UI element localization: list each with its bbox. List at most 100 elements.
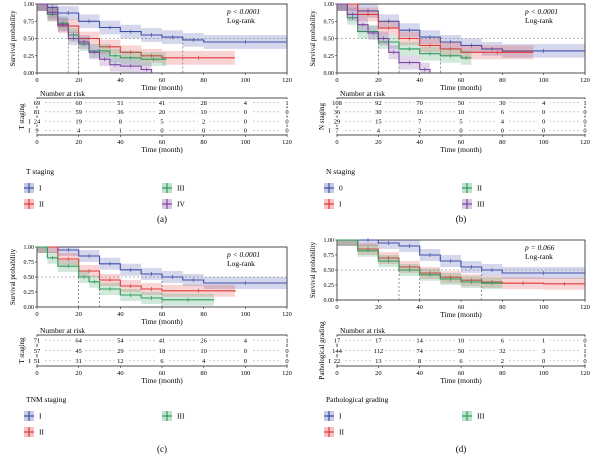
risk-value: 41 (159, 337, 166, 344)
risk-x-tick-label: 20 (375, 139, 382, 146)
risk-cell-bg (281, 117, 293, 125)
risk-cell-bg (579, 117, 591, 125)
legend-label: III (477, 412, 485, 421)
x-tick-label: 100 (240, 77, 250, 84)
risk-y-axis-title: T staging (18, 103, 26, 130)
y-axis-title: Survival probability (309, 10, 317, 67)
risk-cell-bg (455, 347, 467, 354)
risk-value: 5 (160, 118, 163, 125)
risk-cell-bg (156, 117, 168, 125)
x-tick-label: 80 (499, 77, 506, 84)
risk-cell-bg (197, 99, 210, 107)
ci-band-0 (337, 4, 585, 58)
risk-value: 1 (285, 337, 288, 344)
ci-band-II (337, 240, 585, 290)
risk-value: 0 (285, 128, 288, 135)
risk-value: 0 (583, 128, 586, 135)
legend-label: 0 (339, 184, 343, 193)
risk-value: 29 (334, 118, 341, 125)
x-tick-label: 60 (458, 77, 465, 84)
x-tick-label: 0 (335, 77, 338, 84)
legend-label: II (339, 428, 344, 437)
panel-letter: (b) (456, 214, 467, 224)
ci-band-III (337, 240, 503, 290)
risk-cell-bg (72, 336, 85, 344)
series-III (37, 3, 167, 73)
risk-cell-bg (281, 99, 293, 107)
y-tick-label: 0.50 (324, 268, 335, 274)
y-tick-label: 0.00 (24, 305, 35, 311)
x-tick-label: 20 (75, 311, 82, 318)
risk-value: 6 (501, 337, 505, 344)
risk-cell-bg (31, 117, 43, 125)
risk-x-tick-label: 120 (282, 139, 292, 146)
panel-b: 0.000.250.500.751.000 20 40 60 80 100 120Time … (309, 2, 591, 224)
y-tick-label: 0.75 (24, 260, 35, 266)
risk-cell-bg (537, 108, 550, 116)
risk-x-tick-label: 40 (416, 139, 423, 146)
risk-value: 112 (374, 348, 384, 355)
risk-value: 8 (418, 358, 421, 365)
risk-value: 9 (35, 128, 38, 135)
risk-cell-bg (413, 357, 426, 365)
risk-cell-bg (372, 108, 385, 116)
risk-cell-bg (72, 108, 85, 116)
legend-title: T staging (26, 167, 54, 176)
y-axis-title: Survival probability (309, 241, 317, 298)
risk-value: 51 (34, 358, 41, 365)
risk-cell-bg (281, 357, 293, 365)
risk-cell-bg (455, 336, 467, 344)
x-tick-label: 80 (200, 311, 207, 318)
risk-cell-bg (455, 117, 467, 125)
risk-value: 22 (334, 358, 341, 365)
risk-value: 0 (583, 109, 586, 116)
legend-label: II (477, 184, 482, 193)
y-tick-label: 1.00 (24, 245, 35, 251)
risk-x-tick-label: 100 (539, 139, 549, 146)
x-tick-label: 100 (539, 304, 549, 311)
y-tick-label: 0.00 (324, 298, 335, 304)
x-tick-label: 120 (580, 77, 590, 84)
legend-label: III (177, 184, 185, 193)
legend-label: I (39, 184, 42, 193)
y-tick-label: 1.00 (24, 2, 35, 8)
risk-value: 29 (117, 348, 124, 355)
x-tick-label: 60 (159, 311, 166, 318)
risk-value: 64 (75, 337, 82, 344)
x-tick-label: 20 (375, 304, 382, 311)
x-axis-title: Time (month) (440, 310, 482, 319)
risk-cell-bg (496, 108, 509, 116)
x-tick-label: 0 (35, 77, 38, 84)
risk-table: Number at riskI696051412841II81593620100… (18, 89, 293, 154)
risk-value: 16 (416, 109, 423, 116)
ci-band-IV (37, 4, 152, 73)
risk-title: Number at risk (340, 326, 385, 335)
risk-value: 0 (285, 109, 288, 116)
risk-table: Number at risk01089270503041I36301610600… (318, 89, 591, 154)
series-III (337, 239, 503, 300)
risk-x-tick-label: 100 (539, 370, 549, 377)
legend-label: II (39, 428, 44, 437)
risk-value: 54 (117, 337, 124, 344)
risk-cell-bg (496, 117, 509, 125)
risk-cell-bg (455, 357, 467, 365)
risk-cell-bg (372, 357, 385, 365)
risk-value: 6 (501, 109, 505, 116)
risk-cell-bg (239, 108, 252, 116)
panel-letter: (c) (157, 444, 167, 454)
x-tick-label: 40 (117, 311, 124, 318)
risk-cell-bg (31, 108, 43, 116)
risk-cell-bg (537, 126, 550, 134)
risk-cell-bg (239, 357, 252, 365)
x-tick-label: 100 (539, 77, 549, 84)
risk-value: 7 (418, 118, 422, 125)
risk-value: 69 (34, 100, 41, 107)
risk-x-tick-label: 0 (335, 370, 338, 377)
y-tick-label: 1.00 (324, 2, 335, 8)
legend-label: III (177, 412, 185, 421)
risk-cell-bg (197, 347, 210, 354)
risk-x-tick-label: 40 (416, 370, 423, 377)
test-name: Log-rank (525, 16, 553, 25)
risk-cell-bg (455, 99, 467, 107)
risk-value: 1 (119, 128, 122, 135)
